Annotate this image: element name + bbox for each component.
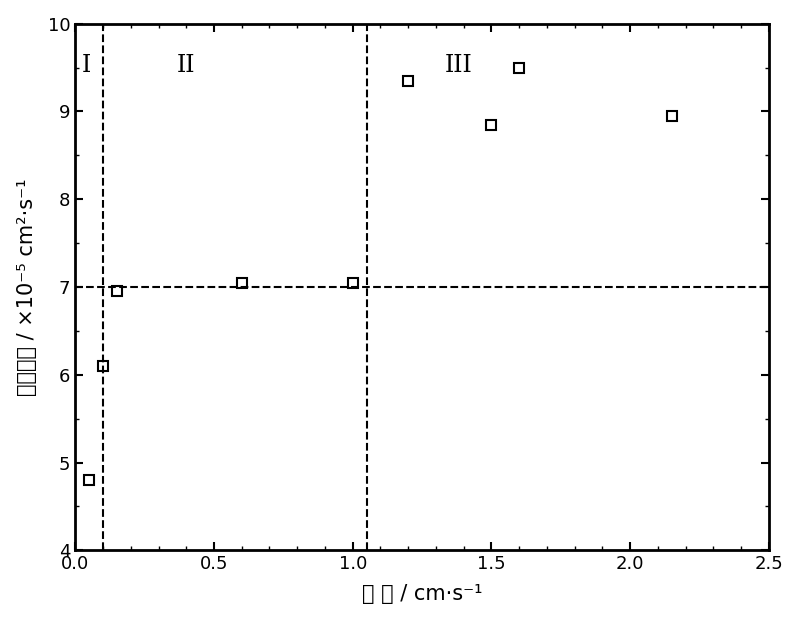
Y-axis label: 扩散系数 / ×10⁻⁵ cm²·s⁻¹: 扩散系数 / ×10⁻⁵ cm²·s⁻¹ [17,178,37,396]
Text: I: I [82,55,91,78]
Text: III: III [444,55,472,78]
Text: II: II [177,55,195,78]
X-axis label: 流 速 / cm·s⁻¹: 流 速 / cm·s⁻¹ [362,584,482,604]
